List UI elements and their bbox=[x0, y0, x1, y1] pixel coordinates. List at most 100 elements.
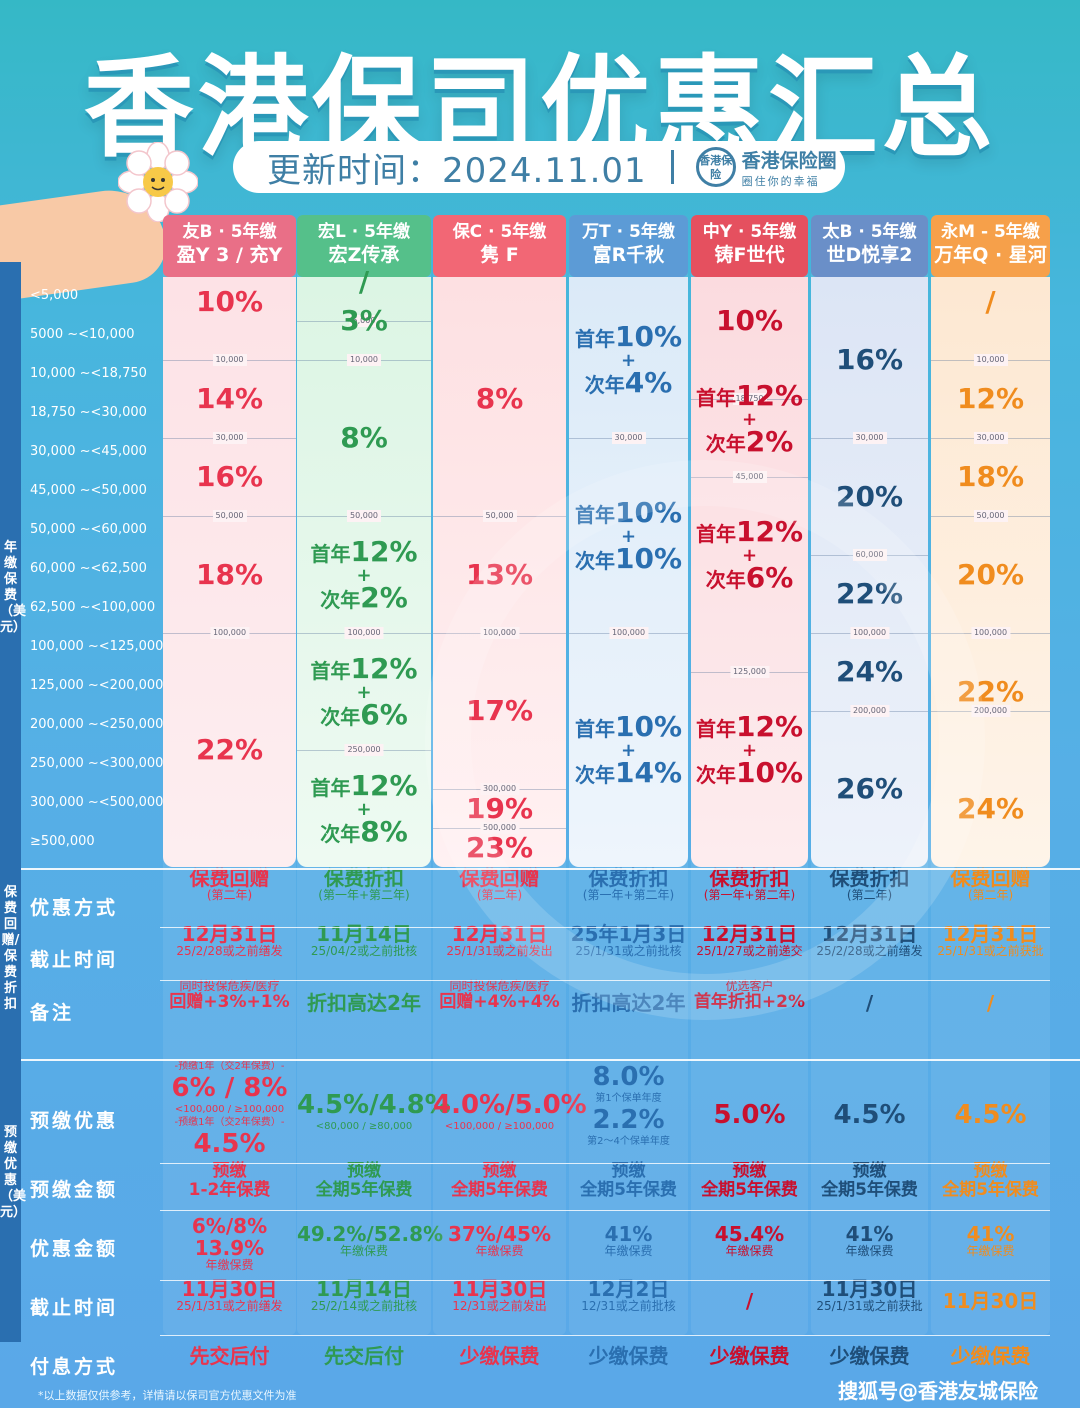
prepay-line-1: -预缴1年（交2年保费）- bbox=[174, 1061, 285, 1072]
threshold-line: 100,000 bbox=[811, 627, 928, 639]
plan-company: 保C · 5年缴 bbox=[452, 222, 547, 242]
deadline-date: 11月14日 bbox=[316, 922, 412, 946]
plus-sign: + bbox=[741, 545, 758, 566]
row-label-discount-amount: 优惠金额 bbox=[30, 1238, 119, 1260]
premium-tier-label: 30,000 ~<45,000 bbox=[30, 444, 147, 459]
prepay-deadline-date: 11月30日 bbox=[821, 1277, 918, 1301]
first-year-rate: 首年10% bbox=[574, 320, 683, 353]
premium-tier-label: 60,000 ~<62,500 bbox=[30, 561, 147, 576]
discount-value-2: 年缴保费 bbox=[845, 1244, 894, 1258]
update-banner: 更新时间：2024.11.01 香港保险 香港保险圈 圈住你的幸福 bbox=[233, 141, 845, 193]
prepay-line-5: 4.5% bbox=[193, 1129, 266, 1159]
prepay-line-4: -预缴1年（交2年保费）- bbox=[174, 1117, 285, 1128]
discount-method: 保费折扣 (第一年+第二年) bbox=[691, 867, 808, 902]
deadline-note: 25/1/27或之前递交 bbox=[696, 944, 803, 958]
second-year-rate: 次年4% bbox=[584, 366, 673, 399]
premium-tier-label: <5,000 bbox=[30, 288, 79, 303]
prepay-line-1: 8.0% bbox=[592, 1062, 665, 1092]
threshold-line: 45,000 bbox=[691, 471, 808, 483]
threshold-line: 100,000 bbox=[931, 627, 1050, 639]
second-year-rate: 次年14% bbox=[574, 756, 683, 789]
flower-icon bbox=[118, 142, 198, 222]
deadline-note: 25/1/31或之前批核 bbox=[575, 944, 682, 958]
plan-company: 中Y · 5年缴 bbox=[702, 222, 797, 242]
prepay-deadline-note: 12/31或之前发出 bbox=[452, 1299, 547, 1313]
rate-value: 19% bbox=[465, 791, 534, 825]
premium-tier-label: 18,750 ~<30,000 bbox=[30, 405, 147, 420]
row-label-prepay-deadline: 截止时间 bbox=[30, 1297, 119, 1319]
premium-tier-label: ≥500,000 bbox=[30, 834, 95, 849]
method-scope: (第二年) bbox=[846, 888, 893, 902]
column-header[interactable]: 万T · 5年缴 富R千秋 bbox=[569, 215, 688, 277]
threshold-line: 200,000 bbox=[931, 705, 1050, 717]
interest-label: 少缴保费 bbox=[829, 1344, 910, 1368]
column-header[interactable]: 宏L · 5年缴 宏Z传承 bbox=[297, 215, 431, 277]
plus-sign: + bbox=[741, 740, 758, 761]
discount-method: 保费折扣 (第二年) bbox=[811, 867, 928, 902]
prepay-amount: 预缴 全期5年保费 bbox=[433, 1162, 566, 1199]
divider bbox=[160, 1335, 1050, 1336]
premium-tier-label: 50,000 ~<60,000 bbox=[30, 522, 147, 537]
rate-value: 13% bbox=[465, 557, 534, 591]
second-year-rate: 次年2% bbox=[705, 424, 794, 458]
plus-sign: + bbox=[741, 408, 758, 430]
prepay-deadline: 11月30日 12/31或之前发出 bbox=[433, 1278, 566, 1313]
threshold-label: 100,000 bbox=[209, 627, 250, 639]
deadline-note: 25/1/31或之前获批 bbox=[937, 944, 1044, 958]
prepay-discount: -预缴1年（交2年保费）- 6% / 8% <100,000 / ≥100,000-… bbox=[163, 1060, 296, 1159]
rate-pane: 50,000 100,000 300,000 500,000 8% 13% 17% 19% 23… bbox=[433, 277, 566, 867]
threshold-label: 500,000 bbox=[479, 822, 520, 834]
interest-method: 先交后付 bbox=[163, 1345, 296, 1367]
combo-rate: 首年12% + 次年6% bbox=[691, 517, 808, 595]
rate-value: 22% bbox=[835, 577, 904, 610]
discount-value: 41% bbox=[604, 1222, 653, 1246]
prepay-line-3: <100,000 / ≥100,000 bbox=[174, 1104, 285, 1115]
method-label: 保费折扣 bbox=[324, 866, 404, 890]
prepay-line-2: <100,000 / ≥100,000 bbox=[444, 1121, 555, 1132]
threshold-line: 50,000 bbox=[433, 510, 566, 522]
threshold-label: 100,000 bbox=[970, 627, 1011, 639]
threshold-label: 100,000 bbox=[479, 627, 520, 639]
threshold-label: 30,000 bbox=[611, 432, 646, 444]
discount-amount: 6%/8% 13.9% 年缴保费 bbox=[163, 1215, 296, 1272]
column-header[interactable]: 保C · 5年缴隽 F bbox=[433, 215, 566, 277]
column-header[interactable]: 友B · 5年缴 盈Y 3 / 充Y bbox=[163, 215, 296, 277]
deadline-note: 25/1/31或之前发出 bbox=[446, 944, 553, 958]
prepay-amount: 预缴 全期5年保费 bbox=[569, 1162, 688, 1199]
column-header[interactable]: 太B · 5年缴 世D悦享2 bbox=[811, 215, 928, 277]
threshold-line: 500,000 bbox=[433, 822, 566, 834]
threshold-label: 30,000 bbox=[973, 432, 1008, 444]
prepay-deadline-note: 25/1/31或之前获批 bbox=[816, 1299, 923, 1313]
discount-value-2: 13.9% bbox=[194, 1236, 265, 1260]
discount-method: 保费回赠 (第二年) bbox=[163, 867, 296, 902]
deadline-date: 12月31日 bbox=[701, 922, 798, 946]
rate-value: / bbox=[985, 284, 996, 318]
threshold-label: 45,000 bbox=[732, 471, 767, 483]
prepay-deadline: 11月14日 25/2/14或之前批核 bbox=[297, 1278, 431, 1313]
threshold-label: 18,750 bbox=[732, 393, 767, 405]
column-header[interactable]: 中Y · 5年缴 铸F世代 bbox=[691, 215, 808, 277]
discount-value: 45.4% bbox=[714, 1222, 785, 1246]
threshold-label: 10,000 bbox=[347, 354, 381, 366]
prepay-amount-value: 全期5年保费 bbox=[451, 1179, 548, 1200]
discount-amount: 41% 年缴保费 bbox=[811, 1223, 928, 1258]
interest-label: 少缴保费 bbox=[709, 1344, 790, 1368]
method-label: 保费折扣 bbox=[588, 866, 669, 890]
second-year-rate: 次年10% bbox=[574, 541, 683, 575]
note-line-2: 回赠+4%+4% bbox=[439, 992, 560, 1013]
discount-deadline: 12月31日 25/2/28或之前缮发 bbox=[811, 923, 928, 958]
discount-value-2: 年缴保费 bbox=[604, 1244, 653, 1258]
sidebar-label-premium-discount: 保费回赠/保费折扣 bbox=[1, 885, 20, 1012]
plan-name: 世D悦享2 bbox=[826, 244, 913, 266]
first-year-rate: 首年12% bbox=[695, 710, 804, 743]
premium-tier-label: 200,000 ~<250,000 bbox=[30, 717, 164, 732]
prepay-line-3: 2.2% bbox=[592, 1105, 665, 1135]
prepay-amount-value: 全期5年保费 bbox=[315, 1179, 413, 1200]
prepay-amount-value: 全期5年保费 bbox=[821, 1179, 918, 1200]
column-header[interactable]: 永M - 5年缴 万年Q · 星河 bbox=[931, 215, 1050, 277]
prepay-amount-label: 预缴 bbox=[732, 1161, 767, 1181]
method-label: 保费回赠 bbox=[189, 866, 270, 890]
prepay-deadline: 12月2日 12/31或之前批核 bbox=[569, 1278, 688, 1313]
rate-value: 10% bbox=[715, 304, 784, 337]
discount-deadline: 12月31日 25/2/28或之前缮发 bbox=[163, 923, 296, 958]
